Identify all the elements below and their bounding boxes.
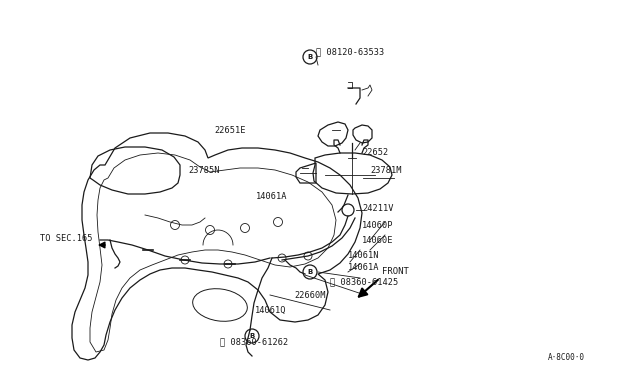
Text: 24211V: 24211V [362, 203, 394, 212]
Text: FRONT: FRONT [382, 267, 409, 276]
Circle shape [303, 50, 317, 64]
Text: B: B [250, 333, 255, 339]
Text: Ⓑ 08360-61262: Ⓑ 08360-61262 [220, 337, 288, 346]
Text: B: B [307, 54, 312, 60]
Circle shape [303, 265, 317, 279]
Text: 23785N: 23785N [188, 166, 220, 174]
Text: 22652: 22652 [362, 148, 388, 157]
Text: 23781M: 23781M [370, 166, 401, 174]
Text: Ⓑ 08120-63533: Ⓑ 08120-63533 [316, 48, 384, 57]
Text: 14061A: 14061A [256, 192, 287, 201]
Text: TO SEC.165: TO SEC.165 [40, 234, 93, 243]
Circle shape [278, 254, 286, 262]
Text: A·8C00·0: A·8C00·0 [548, 353, 585, 362]
Text: 22660M: 22660M [294, 291, 326, 299]
Text: 22651E: 22651E [214, 125, 246, 135]
Text: 14060E: 14060E [362, 235, 394, 244]
Text: 14061Q: 14061Q [255, 305, 287, 314]
Text: B: B [307, 269, 312, 275]
Circle shape [342, 204, 354, 216]
Circle shape [181, 256, 189, 264]
Circle shape [224, 260, 232, 268]
Text: 14060P: 14060P [362, 221, 394, 230]
Circle shape [245, 329, 259, 343]
Text: 14061N: 14061N [348, 250, 380, 260]
Text: Ⓑ 08360-61425: Ⓑ 08360-61425 [330, 278, 398, 286]
Text: 14061A: 14061A [348, 263, 380, 273]
Circle shape [304, 252, 312, 260]
